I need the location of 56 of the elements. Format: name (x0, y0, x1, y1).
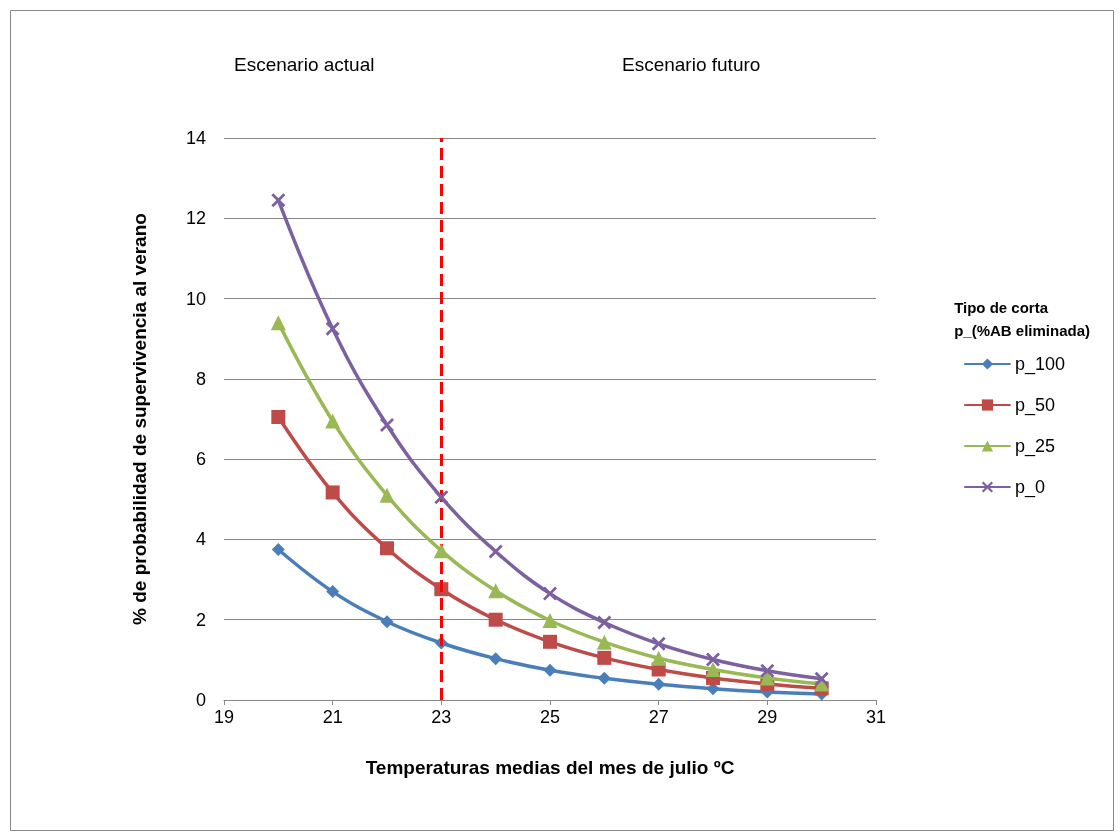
legend-label: p_100 (1014, 354, 1066, 375)
y-tick-label: 2 (195, 609, 206, 630)
y-tick-label: 4 (195, 529, 206, 550)
x-axis-title: Temperaturas medias del mes de julio ºC (365, 757, 735, 778)
x-tick-label: 31 (865, 707, 887, 727)
point (651, 636, 666, 651)
point (433, 543, 449, 559)
point (543, 634, 557, 649)
point (597, 615, 612, 630)
point (543, 663, 557, 677)
point (271, 542, 285, 556)
point (488, 583, 504, 599)
point (651, 650, 667, 666)
point (542, 613, 558, 629)
point (652, 677, 666, 691)
point (596, 634, 612, 650)
point (271, 409, 286, 424)
point (434, 490, 449, 505)
x-tick-label: 23 (431, 707, 452, 727)
text: Escenario actual (234, 54, 375, 75)
x-tick-label: 19 (213, 707, 235, 727)
y-tick-label: 10 (185, 288, 206, 309)
point (380, 541, 394, 556)
x-tick-label: 21 (322, 707, 343, 727)
point (597, 650, 612, 665)
point (489, 652, 503, 666)
point (488, 612, 503, 627)
point (380, 615, 394, 629)
point (325, 321, 340, 336)
text: Escenario futuro (622, 54, 761, 75)
y-axis-title: % de probabilidad de supervivencia al verano (129, 213, 150, 625)
y-tick-label: 6 (195, 449, 206, 470)
point (706, 652, 720, 667)
point (760, 663, 775, 678)
y-tick-label: 0 (195, 690, 206, 710)
x-tick-label: 29 (757, 707, 778, 727)
x-tick-label: 25 (539, 707, 561, 727)
y-tick-label: 14 (185, 128, 206, 148)
point (705, 661, 721, 677)
point (597, 671, 611, 685)
point (488, 544, 503, 559)
point (814, 671, 829, 686)
legend-label: p_25 (1014, 436, 1055, 457)
point (379, 487, 395, 503)
point (325, 413, 341, 429)
x-tick-label: 27 (648, 707, 669, 727)
point (326, 585, 340, 599)
legend-label: p_0 (1014, 477, 1045, 498)
point (543, 586, 557, 601)
legend-title: Tipo de corta p_(%AB eliminada) (954, 299, 1090, 339)
point (325, 485, 340, 500)
legend-label: p_50 (1014, 395, 1055, 416)
y-tick-label: 12 (185, 208, 206, 229)
point (271, 193, 286, 208)
y-tick-label: 8 (195, 368, 206, 389)
point (270, 315, 286, 331)
